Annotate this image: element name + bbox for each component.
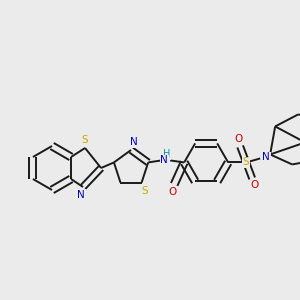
Text: N: N (262, 152, 270, 162)
Text: N: N (130, 137, 138, 147)
Text: N: N (77, 190, 85, 200)
Text: N: N (160, 155, 168, 165)
Text: H: H (164, 149, 171, 159)
Text: O: O (250, 180, 258, 190)
Text: S: S (243, 158, 250, 167)
Text: O: O (234, 134, 242, 144)
Text: O: O (168, 188, 176, 197)
Text: S: S (141, 186, 148, 196)
Text: S: S (82, 135, 88, 145)
